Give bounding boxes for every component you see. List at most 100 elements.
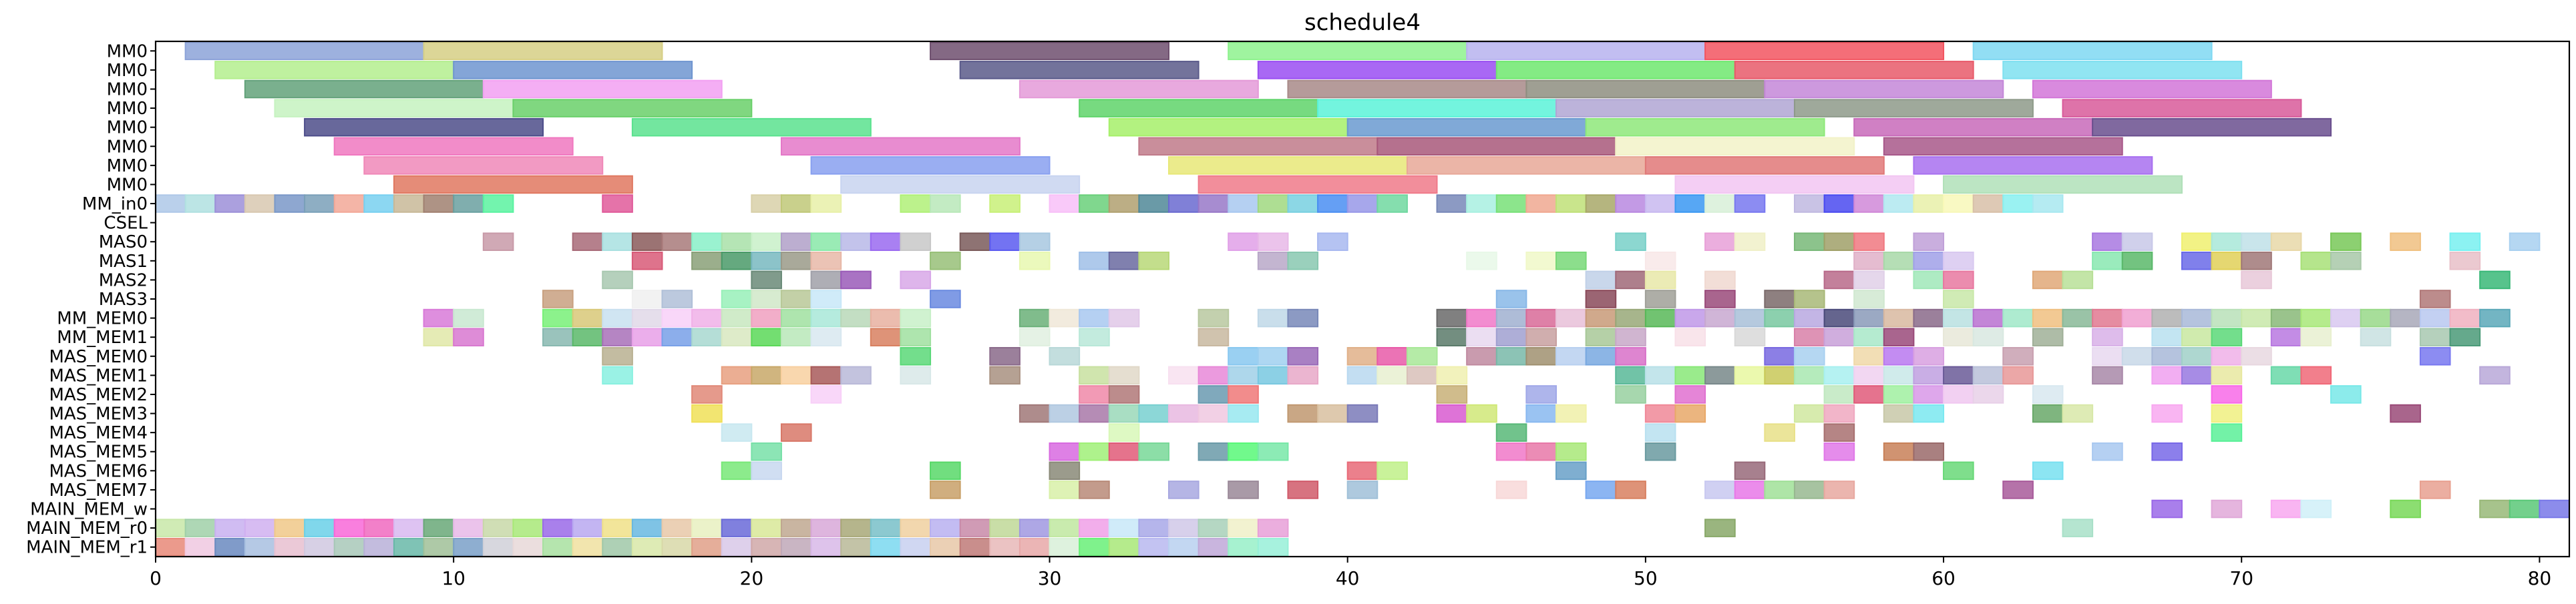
task-bar: [1555, 99, 1795, 117]
task-bar: [244, 79, 484, 99]
task-bar: [1257, 61, 1497, 79]
task-bar: [631, 232, 663, 252]
task-bar: [1823, 366, 1855, 385]
task-bar: [840, 175, 1081, 194]
task-bar: [1257, 519, 1289, 537]
x-tick-label: 30: [1038, 567, 1062, 589]
task-bar: [1883, 346, 1915, 366]
task-bar: [1913, 346, 1945, 366]
task-bar: [1555, 346, 1587, 366]
y-tick-label: MAS_MEM7: [49, 481, 148, 501]
task-bar: [1376, 194, 1408, 213]
y-tick-label: MAS_MEM0: [49, 347, 148, 367]
task-bar: [751, 328, 782, 346]
task-bar: [1943, 175, 2183, 194]
task-bar: [1734, 194, 1766, 213]
task-bar: [1585, 481, 1617, 499]
task-bar: [1943, 385, 1974, 404]
task-bar: [1674, 308, 1706, 328]
task-bar: [1615, 385, 1646, 404]
task-bar: [900, 308, 932, 328]
task-bar: [1615, 481, 1646, 499]
plot-frame: [154, 40, 2571, 558]
task-bar: [1853, 252, 1885, 270]
task-bar: [1913, 308, 1945, 328]
task-bar: [780, 137, 1021, 156]
task-bar: [1138, 442, 1169, 461]
task-bar: [1764, 481, 1795, 499]
task-bar: [1764, 308, 1795, 328]
task-bar: [1376, 461, 1408, 481]
task-bar: [930, 519, 961, 537]
y-tick-label: MM_in0: [82, 194, 148, 214]
task-bar: [1317, 99, 1557, 117]
task-bar: [1525, 404, 1557, 423]
task-bar: [780, 328, 812, 346]
task-bar: [1346, 366, 1378, 385]
task-bar: [1823, 423, 1855, 442]
task-bar: [1167, 519, 1200, 537]
task-bar: [1823, 270, 1855, 290]
x-tick-label: 20: [740, 567, 764, 589]
task-bar: [1972, 385, 2004, 404]
task-bar: [1019, 79, 1259, 99]
task-bar: [1167, 537, 1200, 557]
task-bar: [2390, 232, 2421, 252]
x-tick-label: 70: [2229, 567, 2253, 589]
task-bar: [2300, 252, 2332, 270]
task-bar: [840, 270, 872, 290]
task-bar: [721, 328, 753, 346]
task-bar: [2002, 481, 2034, 499]
task-bar: [1466, 346, 1497, 366]
task-bar: [1198, 442, 1230, 461]
task-bar: [1346, 461, 1378, 481]
task-bar: [363, 519, 395, 537]
task-bar: [2479, 270, 2511, 290]
task-bar: [870, 519, 902, 537]
task-bar: [900, 346, 932, 366]
task-bar: [602, 366, 633, 385]
task-bar: [930, 461, 961, 481]
task-bar: [453, 519, 484, 537]
task-bar: [2211, 366, 2243, 385]
task-bar: [810, 519, 842, 537]
task-bar: [631, 117, 872, 137]
task-bar: [2181, 252, 2213, 270]
task-bar: [989, 366, 1021, 385]
task-bar: [721, 308, 753, 328]
task-bar: [1108, 423, 1140, 442]
task-bar: [2121, 252, 2153, 270]
task-bar: [2270, 366, 2302, 385]
task-bar: [244, 519, 276, 537]
task-bar: [274, 519, 306, 537]
task-bar: [1495, 328, 1527, 346]
task-bar: [2092, 308, 2123, 328]
task-bar: [1376, 366, 1408, 385]
task-bar: [512, 537, 544, 557]
task-bar: [1943, 194, 1974, 213]
task-bar: [1853, 194, 1885, 213]
task-bar: [2092, 442, 2123, 461]
task-bar: [721, 423, 753, 442]
task-bar: [1257, 232, 1289, 252]
task-bar: [1793, 290, 1825, 308]
task-bar: [2151, 366, 2183, 385]
task-bar: [1049, 404, 1081, 423]
task-bar: [1913, 194, 1945, 213]
y-tick-label: MAS1: [99, 252, 148, 272]
task-bar: [1525, 346, 1557, 366]
task-bar: [751, 194, 782, 213]
task-bar: [2330, 308, 2362, 328]
task-bar: [1198, 194, 1230, 213]
task-bar: [900, 366, 932, 385]
task-bar: [1674, 328, 1706, 346]
task-bar: [721, 537, 753, 557]
task-bar: [2032, 270, 2064, 290]
task-bar: [1674, 175, 1915, 194]
task-bar: [512, 99, 753, 117]
task-bar: [1585, 117, 1825, 137]
task-bar: [1108, 519, 1140, 537]
task-bar: [423, 537, 455, 557]
task-bar: [1913, 442, 1945, 461]
task-bar: [482, 519, 514, 537]
